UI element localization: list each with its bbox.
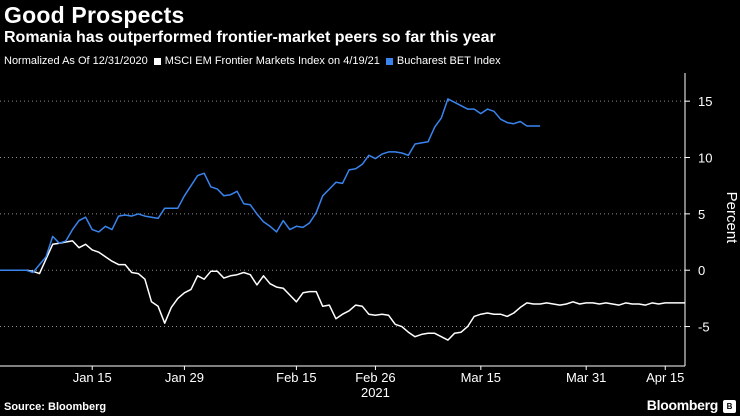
x-tick-label-3: Feb 26 xyxy=(355,370,395,385)
legend-swatch-bet xyxy=(385,57,393,65)
source-note: Source: Bloomberg xyxy=(4,401,107,413)
x-tick-label-5: Mar 31 xyxy=(566,370,606,385)
y-tick-label-4: 15 xyxy=(698,94,712,109)
chart-title: Good Prospects xyxy=(4,2,185,28)
legend-label-msci: MSCI EM Frontier Markets Index on 4/19/2… xyxy=(164,55,380,67)
series-lines xyxy=(0,98,685,341)
brand-wordmark: Bloomberg xyxy=(646,397,719,413)
axes xyxy=(0,73,690,370)
x-tick-label-6: Apr 15 xyxy=(646,370,684,385)
legend-item-msci: MSCI EM Frontier Markets Index on 4/19/2… xyxy=(148,55,380,67)
legend-item-bet: Bucharest BET Index xyxy=(380,55,501,67)
x-tick-label-1: Jan 29 xyxy=(165,370,204,385)
y-tick-label-0: -5 xyxy=(698,320,710,335)
legend-swatch-msci xyxy=(153,57,161,65)
x-year-label: 2021 xyxy=(361,385,390,400)
legend-label-bet: Bucharest BET Index xyxy=(396,55,501,67)
x-tick-label-2: Feb 15 xyxy=(276,370,316,385)
x-tick-label-0: Jan 15 xyxy=(73,370,112,385)
series-line-bet xyxy=(0,98,541,274)
x-tick-label-4: Mar 15 xyxy=(461,370,501,385)
y-axis-title: Percent xyxy=(723,192,740,245)
y-tick-label-2: 5 xyxy=(698,207,705,222)
y-tick-label-1: 0 xyxy=(698,263,705,278)
chart-legend: Normalized As Of 12/31/2020 MSCI EM Fron… xyxy=(4,55,501,67)
bloomberg-logo-icon: B xyxy=(723,400,736,413)
chart-subtitle: Romania has outperformed frontier-market… xyxy=(4,29,496,46)
tick-labels: -5 0 5 10 15 Jan 15 Jan 29 Feb 15 Feb 26 Mar 15 Ma… xyxy=(73,94,740,400)
grid-lines xyxy=(0,100,685,328)
series-line-msci xyxy=(0,240,685,341)
y-tick-label-3: 10 xyxy=(698,151,712,166)
legend-note: Normalized As Of 12/31/2020 xyxy=(4,55,148,67)
